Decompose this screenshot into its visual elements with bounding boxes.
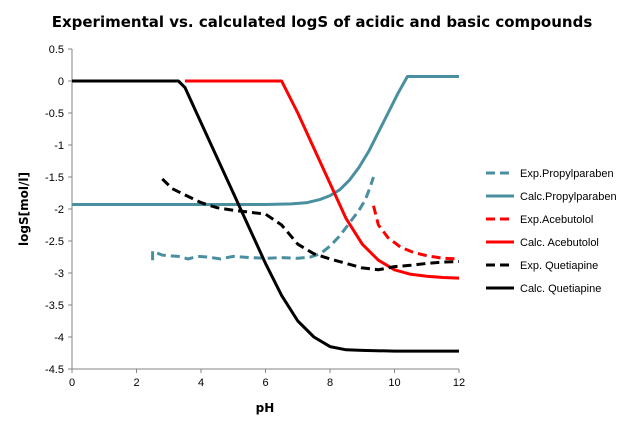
- chart-title: Experimental vs. calculated logS of acid…: [52, 13, 593, 31]
- y-tick-label: 0: [58, 76, 64, 88]
- x-tick-label: 2: [133, 377, 139, 389]
- x-tick-label: 8: [327, 377, 333, 389]
- series-line-calc-quetiapine: [72, 79, 459, 353]
- legend: Exp.Propylparaben Calc.Propylparaben Exp.A…: [486, 168, 617, 295]
- x-ticks: 0 2 4 6 8 10 12: [69, 369, 465, 389]
- x-tick-label: 12: [453, 377, 465, 389]
- legend-label-exp-propylparaben: Exp.Propylparaben: [520, 168, 614, 180]
- series-lines: [72, 75, 460, 353]
- series-line-calc-acebutolol: [184, 79, 460, 280]
- x-tick-label: 6: [262, 377, 268, 389]
- x-tick-label: 4: [198, 377, 204, 389]
- legend-label-exp-acebutolol: Exp.Acebutolol: [520, 214, 593, 226]
- y-tick-label: -3: [54, 268, 64, 280]
- x-axis-label: pH: [256, 401, 275, 415]
- y-tick-label: -4.5: [45, 364, 64, 376]
- y-tick-label: -0.5: [45, 108, 64, 120]
- y-tick-label: -1: [54, 140, 64, 152]
- y-tick-label: 0.5: [49, 44, 64, 56]
- y-tick-label: -3.5: [45, 300, 64, 312]
- y-axis-label: logS[mol/l]: [17, 172, 31, 246]
- y-ticks: 0.5 0 -0.5 -1 -1.5 -2 -2.5 -3 -3.5 -4 -4.5: [45, 44, 72, 376]
- y-tick-label: -2.5: [45, 236, 64, 248]
- series-line-exp-acebutolol: [372, 205, 460, 261]
- legend-label-exp-quetiapine: Exp. Quetiapine: [520, 260, 598, 272]
- x-tick-label: 0: [69, 377, 75, 389]
- y-tick-label: -4: [54, 332, 64, 344]
- series-line-exp-propylparaben: [151, 176, 375, 261]
- y-tick-label: -1.5: [45, 172, 64, 184]
- y-tick-label: -2: [54, 204, 64, 216]
- legend-label-calc-acebutolol: Calc. Acebutolol: [520, 237, 599, 249]
- series-line-exp-quetiapine: [161, 177, 460, 272]
- legend-label-calc-propylparaben: Calc.Propylparaben: [520, 191, 617, 203]
- x-tick-label: 10: [388, 377, 400, 389]
- series-line-calc-propylparaben: [72, 75, 459, 206]
- legend-label-calc-quetiapine: Calc. Quetiapine: [520, 283, 601, 295]
